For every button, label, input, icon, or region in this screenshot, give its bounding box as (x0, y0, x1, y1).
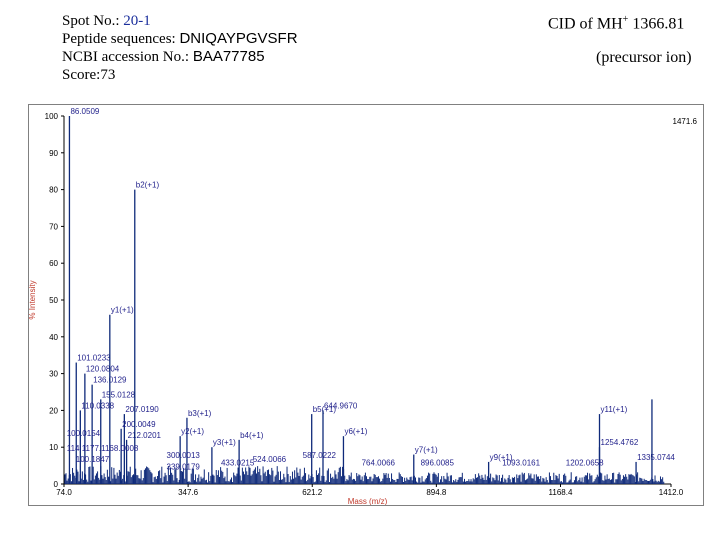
peak-label: y11(+1) (601, 405, 628, 414)
peak-label: b4(+1) (240, 431, 264, 440)
minor-peak-label: 300.0013 (167, 451, 201, 460)
y-tick-label: 0 (54, 480, 59, 489)
minor-peak-label: 339.0179 (167, 462, 201, 471)
cid-title: CID of MH+ 1366.81 (548, 14, 684, 33)
peptide-row: Peptide sequences: DNIQAYPGVSFR (62, 30, 298, 48)
peak-label: 120.0804 (86, 365, 120, 374)
y-tick-label: 60 (49, 259, 58, 268)
y-axis-label: % Intensity (29, 280, 37, 319)
minor-peak-label: 100.0154 (67, 429, 101, 438)
peak-label: b5(+1) (313, 405, 337, 414)
peak-label: 1254.4762 (601, 438, 639, 447)
peptide-value: DNIQAYPGVSFR (179, 30, 298, 47)
peak-label: y7(+1) (415, 446, 438, 455)
peak-label: 644.9670 (324, 401, 358, 410)
peak-label: y6(+1) (344, 427, 367, 436)
peak-label: 200.0049 (122, 420, 156, 429)
minor-peak-label: 1202.0658 (566, 459, 604, 468)
peak-label: 110.0338 (81, 401, 114, 410)
cid-value: 1366.81 (628, 15, 685, 33)
minor-peak-label: 114.1177.1168.0008 (67, 444, 139, 453)
peak-label: y3(+1) (213, 438, 236, 447)
spot-value: 20-1 (123, 13, 151, 29)
cid-prefix: CID of MH (548, 15, 623, 33)
spectrum-chart: 0 10 20 30 40 50 60 70 80 90 100 74.0 347.6 621.2 894.… (28, 104, 704, 506)
y-tick-label: 70 (49, 222, 58, 231)
minor-peak-label: 896.0085 (421, 459, 455, 468)
y-tick-label: 80 (49, 186, 58, 195)
ncbi-row: NCBI accession No.: BAA77785 (62, 48, 298, 66)
peak-label: y1(+1) (111, 306, 134, 315)
spot-row: Spot No.: 20-1 (62, 12, 298, 30)
peak-label: 101.0233 (77, 354, 111, 363)
y-tick-label: 50 (49, 296, 58, 305)
x-tick-label: 347.6 (178, 488, 199, 497)
peak-label: y2(+1) (181, 427, 204, 436)
ncbi-label: NCBI accession No.: (62, 49, 193, 65)
x-tick-label: 1412.0 (659, 488, 684, 497)
minor-peak-label: 100.1847 (76, 455, 110, 464)
spectrum-svg: 0 10 20 30 40 50 60 70 80 90 100 74.0 347.6 621.2 894.… (29, 107, 698, 505)
peak-label: 212.0201 (128, 431, 162, 440)
spot-label: Spot No.: (62, 13, 124, 29)
y-tick-label: 40 (49, 333, 58, 342)
x-tick-label: 1168.4 (549, 488, 573, 497)
x-tick-label: 74.0 (56, 488, 72, 497)
x-axis-label: Mass (m/z) (348, 497, 388, 505)
peptide-label: Peptide sequences: (62, 31, 180, 47)
precursor-label: (precursor ion) (596, 49, 692, 66)
minor-peak-label: 1093.0161 (502, 459, 540, 468)
peak-label: 1335.0744 (637, 453, 675, 462)
y-tick-label: 30 (49, 370, 58, 379)
peak-label: b2(+1) (136, 181, 160, 190)
max-intensity-label: 1471.6 (673, 117, 698, 126)
minor-peak-label: 433.0215 (221, 459, 255, 468)
peak-label: b3(+1) (188, 409, 212, 418)
y-tick-label: 100 (45, 112, 59, 121)
peak-label: 207.0190 (125, 405, 159, 414)
cid-charge: + (622, 14, 629, 25)
minor-peak-label: 587.0222 (303, 451, 337, 460)
peak-label: 155.0128 (102, 390, 136, 399)
minor-peak-label: 764.0066 (362, 459, 396, 468)
peak-label: 86.0509 (70, 107, 99, 116)
y-tick-label: 10 (49, 443, 58, 452)
ncbi-value: BAA77785 (192, 48, 265, 65)
spectrum-info: Spot No.: 20-1 Peptide sequences: DNIQAY… (62, 12, 298, 84)
x-tick-label: 894.8 (426, 488, 447, 497)
score: Score:73 (62, 67, 116, 83)
y-tick-label: 90 (49, 149, 58, 158)
minor-peak-label: 524.0066 (253, 455, 287, 464)
peak-label: y9(+1) (490, 453, 513, 462)
x-tick-label: 621.2 (302, 488, 323, 497)
y-tick-label: 20 (49, 406, 58, 415)
